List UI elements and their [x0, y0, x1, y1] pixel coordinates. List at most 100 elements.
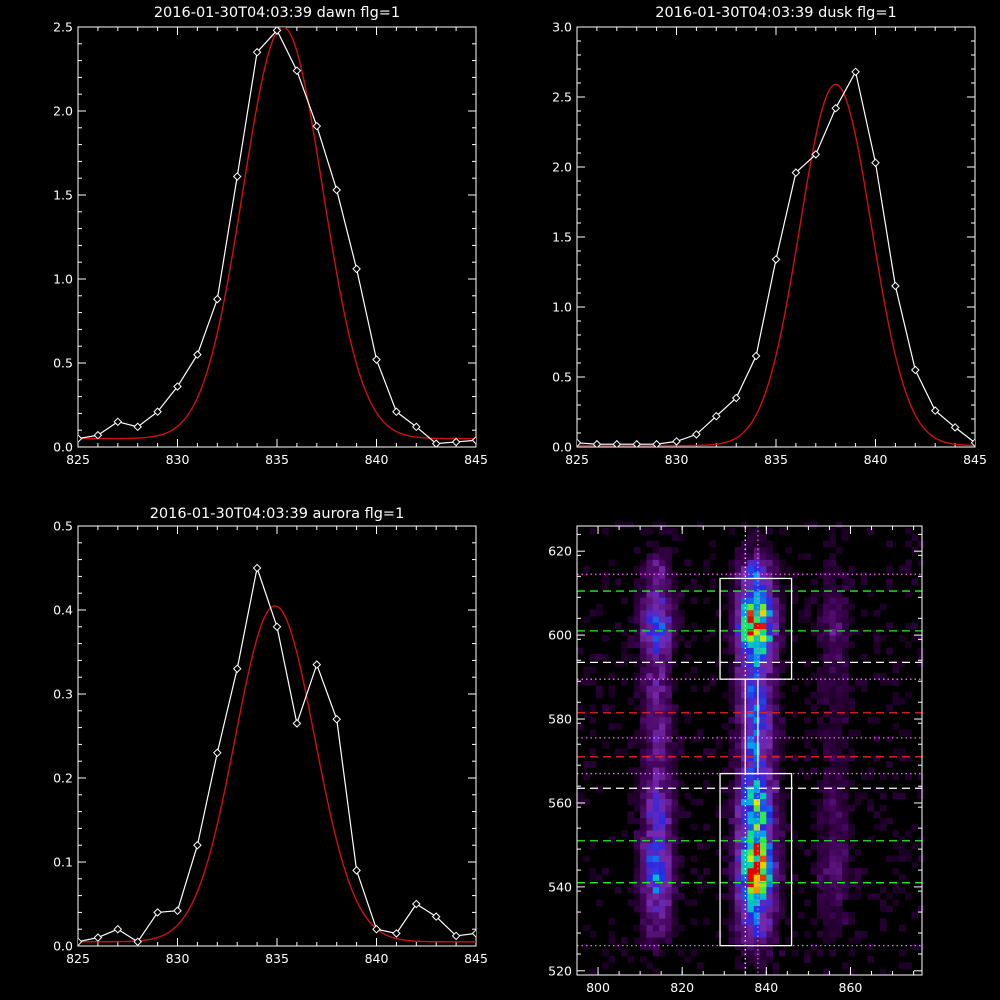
image-heatmap-cell — [621, 937, 628, 944]
image-heatmap-cell — [778, 773, 786, 781]
image-heatmap-cell — [829, 918, 837, 925]
image-heatmap-cell — [829, 886, 837, 894]
image-heatmap-cell — [760, 635, 767, 642]
image-heatmap-cell — [640, 836, 647, 844]
image-heatmap-cell — [741, 930, 748, 938]
image-heatmap-cell — [766, 836, 773, 844]
image-heatmap-cell — [665, 779, 672, 787]
image-heatmap-cell — [659, 868, 666, 875]
image-heatmap-cell — [829, 760, 837, 768]
image-heatmap-cell — [728, 729, 736, 737]
image-heatmap-cell — [829, 685, 837, 693]
image-heatmap-cell — [766, 805, 773, 812]
image-heatmap-cell — [646, 742, 654, 749]
image-heatmap-cell — [766, 578, 773, 586]
image-heatmap-cell — [823, 565, 830, 573]
image-heatmap-cell — [646, 943, 654, 951]
image-heatmap-cell — [741, 811, 748, 818]
image-heatmap-cell — [766, 653, 773, 661]
image-heatmap-cell — [766, 767, 773, 774]
image-heatmap-cell — [772, 918, 780, 925]
image-heatmap-cell — [804, 899, 811, 907]
image-heatmap-cell — [829, 748, 837, 755]
image-heatmap-cell — [835, 779, 843, 787]
image-heatmap-cell — [829, 754, 837, 762]
image-heatmap-cell — [898, 748, 906, 755]
image-heatmap-cell — [665, 767, 672, 774]
image-heatmap-cell — [898, 698, 906, 705]
image-heatmap-cell — [709, 679, 717, 686]
image-heatmap-cell — [804, 603, 811, 611]
image-heatmap-cell — [747, 748, 755, 755]
image-heatmap-cell — [671, 874, 679, 881]
aurora-ytick-label: 0.1 — [53, 855, 73, 870]
image-heatmap-cell — [728, 880, 736, 888]
image-heatmap-cell — [772, 786, 780, 793]
image-heatmap-cell — [867, 716, 874, 724]
image-heatmap-cell — [627, 792, 635, 800]
image-heatmap-cell — [728, 603, 736, 611]
image-heatmap-cell — [747, 591, 755, 598]
image-heatmap-cell — [816, 823, 824, 831]
dusk-ytick-label: 0.5 — [552, 370, 572, 385]
image-heatmap-cell — [810, 691, 818, 699]
image-heatmap-cell — [753, 698, 761, 705]
image-heatmap-cell — [646, 760, 654, 768]
image-heatmap-cell — [917, 855, 925, 862]
image-heatmap-cell — [747, 760, 755, 768]
image-heatmap-cell — [753, 842, 761, 850]
image-heatmap-cell — [860, 773, 868, 781]
image-heatmap-cell — [703, 918, 710, 925]
image-heatmap-cell — [671, 767, 679, 774]
image-heatmap-cell — [848, 641, 855, 648]
image-heatmap-cell — [753, 912, 761, 919]
image-heatmap-cell — [665, 855, 672, 862]
image-heatmap-cell — [879, 905, 887, 913]
image-xtick-label: 840 — [754, 980, 778, 995]
image-heatmap-cell — [646, 528, 654, 535]
image-heatmap-cell — [823, 710, 830, 718]
image-heatmap-cell — [659, 710, 666, 718]
image-heatmap-cell — [741, 691, 748, 699]
image-heatmap-cell — [785, 546, 792, 554]
image-heatmap-cell — [640, 603, 647, 611]
image-heatmap-cell — [690, 855, 698, 862]
image-heatmap-cell — [608, 836, 616, 844]
image-heatmap-cell — [665, 609, 672, 617]
image-heatmap-cell — [659, 880, 666, 888]
image-heatmap-cell — [734, 609, 742, 617]
image-heatmap-cell — [709, 553, 717, 560]
image-heatmap-cell — [760, 559, 767, 567]
image-heatmap-cell — [722, 880, 729, 888]
image-heatmap-cell — [709, 836, 717, 844]
image-heatmap-cell — [823, 817, 830, 825]
image-heatmap-cell — [778, 723, 786, 730]
image-heatmap-cell — [659, 553, 666, 560]
image-heatmap-cell — [785, 880, 792, 888]
image-heatmap-cell — [665, 591, 672, 598]
image-heatmap-cell — [760, 578, 767, 586]
image-heatmap-cell — [829, 559, 837, 567]
image-heatmap-cell — [848, 893, 855, 900]
image-heatmap-cell — [753, 647, 761, 655]
image-heatmap-cell — [652, 968, 660, 976]
image-heatmap-cell — [671, 786, 679, 793]
image-heatmap-cell — [633, 742, 641, 749]
image-heatmap-cell — [766, 912, 773, 919]
image-heatmap-cell — [659, 521, 666, 529]
image-heatmap-cell — [860, 653, 868, 661]
image-heatmap-cell — [741, 868, 748, 875]
image-heatmap-cell — [797, 616, 805, 623]
image-heatmap-cell — [917, 540, 925, 548]
image-heatmap-cell — [646, 685, 654, 693]
image-heatmap-cell — [772, 723, 780, 730]
image-heatmap-cell — [677, 622, 685, 630]
image-heatmap-cell — [614, 578, 622, 586]
image-heatmap-cell — [684, 716, 691, 724]
image-heatmap-cell — [671, 729, 679, 737]
image-heatmap-cell — [671, 899, 679, 907]
image-heatmap-cell — [804, 609, 811, 617]
image-heatmap-cell — [734, 748, 742, 755]
image-heatmap-cell — [753, 943, 761, 951]
image-heatmap-cell — [659, 635, 666, 642]
